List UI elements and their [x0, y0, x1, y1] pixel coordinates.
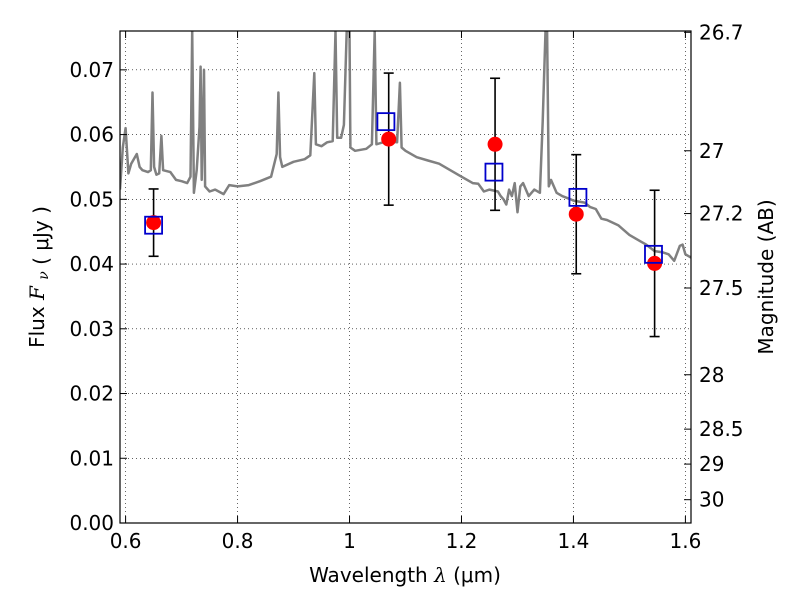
x-tick-label: 1.4	[558, 529, 590, 553]
y2-tick-label: 27.5	[699, 276, 744, 300]
x-axis-unit: (μm)	[453, 563, 501, 587]
x-axis-symbol: λ	[433, 563, 447, 587]
model-photometry-point	[484, 162, 504, 182]
error-bars	[148, 72, 660, 338]
y2-tick-label: 28.5	[699, 417, 744, 441]
model-photometry-point	[568, 187, 588, 207]
y2-tick-label: 26.7	[699, 20, 744, 44]
observed-point	[146, 215, 162, 231]
y2-tick-label: 30	[699, 488, 724, 512]
y-tick-label: 0.00	[69, 511, 114, 535]
model-photometry-point	[144, 215, 163, 235]
x-tick-label: 1	[343, 529, 356, 553]
x-tick-label: 0.8	[222, 529, 254, 553]
y-tick-label: 0.04	[69, 252, 114, 276]
x-tick-label: 1.2	[446, 529, 478, 553]
y-tick-label: 0.03	[69, 317, 114, 341]
observed-point	[568, 206, 584, 222]
x-tick-label: 1.6	[669, 529, 701, 553]
x-axis-ticks: 0.6 0.8 1 1.2 1.4 1.6	[110, 31, 701, 553]
grid	[120, 31, 691, 524]
y-tick-label: 0.07	[69, 58, 114, 82]
y-tick-label: 0.06	[69, 123, 114, 147]
observed-point	[381, 131, 397, 147]
plot-frame	[119, 30, 692, 524]
y-axis-label: Flux	[25, 306, 49, 348]
x-axis-title: Wavelength λ (μm)	[309, 563, 501, 587]
y-axis-title: Flux F ν ( μJy )	[25, 206, 53, 348]
x-axis-label: Wavelength	[309, 563, 428, 587]
observed-point	[487, 136, 503, 152]
y2-tick-label: 28	[699, 363, 724, 387]
y-tick-label: 0.05	[69, 187, 114, 211]
model-photometry-point	[644, 244, 663, 264]
model-spectrum-line	[120, 31, 691, 263]
y-tick-label: 0.02	[69, 382, 114, 406]
y2-axis-title: Magnitude (AB)	[754, 199, 778, 354]
y-axis-unit: ( μJy )	[29, 206, 53, 265]
observed-points	[146, 131, 663, 271]
y-axis-subscript: ν	[36, 271, 52, 280]
y-axis-symbol: F	[25, 285, 49, 301]
y-axis-ticks: 0.00 0.01 0.02 0.03 0.04 0.05 0.06 0.07	[69, 58, 127, 535]
model-spectrum	[120, 31, 691, 263]
y2-tick-label: 27	[699, 139, 724, 163]
model-photometry-point	[376, 112, 396, 132]
x-tick-label: 0.6	[110, 529, 142, 553]
model-photometry-points	[144, 112, 663, 264]
y2-tick-label: 27.2	[699, 202, 744, 226]
y-tick-label: 0.01	[69, 446, 114, 470]
y2-axis-ticks: 26.7 27 27.2 27.5 28 28.5 29 30	[684, 20, 744, 512]
y2-tick-label: 29	[699, 452, 724, 476]
